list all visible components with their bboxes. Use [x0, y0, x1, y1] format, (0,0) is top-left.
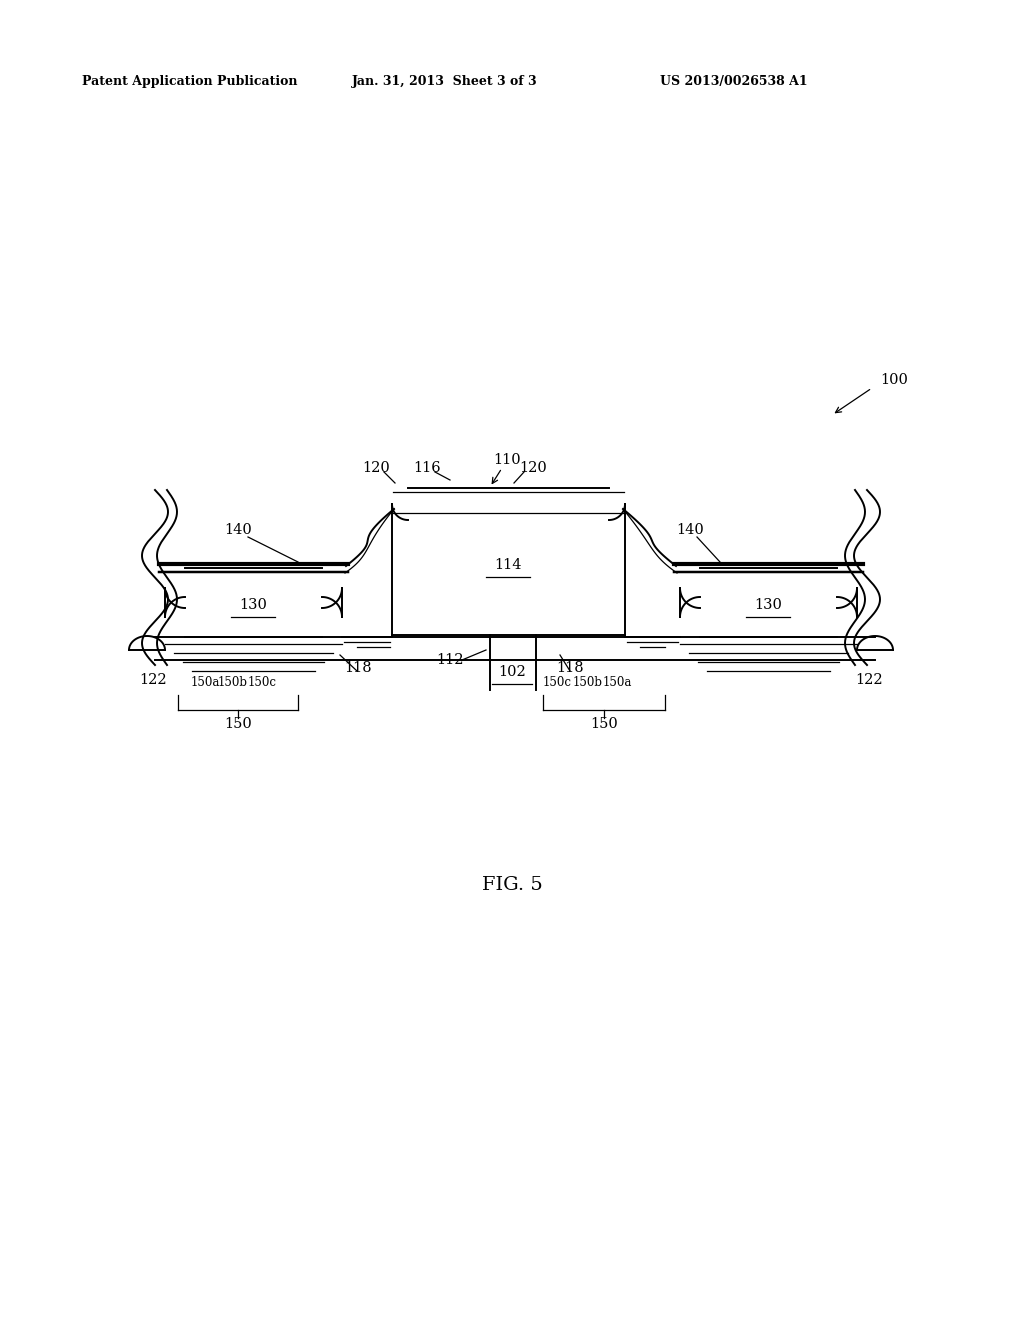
Text: 150: 150: [224, 717, 252, 731]
Text: 102: 102: [498, 665, 526, 678]
Text: FIG. 5: FIG. 5: [481, 876, 543, 894]
Text: 150a: 150a: [190, 676, 220, 689]
Text: 112: 112: [436, 653, 464, 667]
Text: 140: 140: [676, 523, 703, 537]
Text: 120: 120: [519, 461, 547, 475]
Text: 118: 118: [344, 661, 372, 675]
Text: 150: 150: [590, 717, 617, 731]
Text: 150b: 150b: [573, 676, 603, 689]
Text: 116: 116: [414, 461, 440, 475]
Text: US 2013/0026538 A1: US 2013/0026538 A1: [660, 75, 808, 88]
Text: 150b: 150b: [218, 676, 248, 689]
Text: 118: 118: [556, 661, 584, 675]
Text: 150c: 150c: [248, 676, 276, 689]
Text: 110: 110: [494, 453, 521, 467]
Text: 130: 130: [754, 598, 782, 612]
Text: 130: 130: [239, 598, 267, 612]
Text: 140: 140: [224, 523, 252, 537]
Text: Patent Application Publication: Patent Application Publication: [82, 75, 298, 88]
Text: 114: 114: [495, 558, 522, 572]
Text: 150c: 150c: [543, 676, 571, 689]
Text: 100: 100: [880, 374, 908, 387]
Text: 122: 122: [139, 673, 167, 686]
Text: 150a: 150a: [602, 676, 632, 689]
Text: 122: 122: [855, 673, 883, 686]
Text: Jan. 31, 2013  Sheet 3 of 3: Jan. 31, 2013 Sheet 3 of 3: [352, 75, 538, 88]
Text: 120: 120: [362, 461, 390, 475]
